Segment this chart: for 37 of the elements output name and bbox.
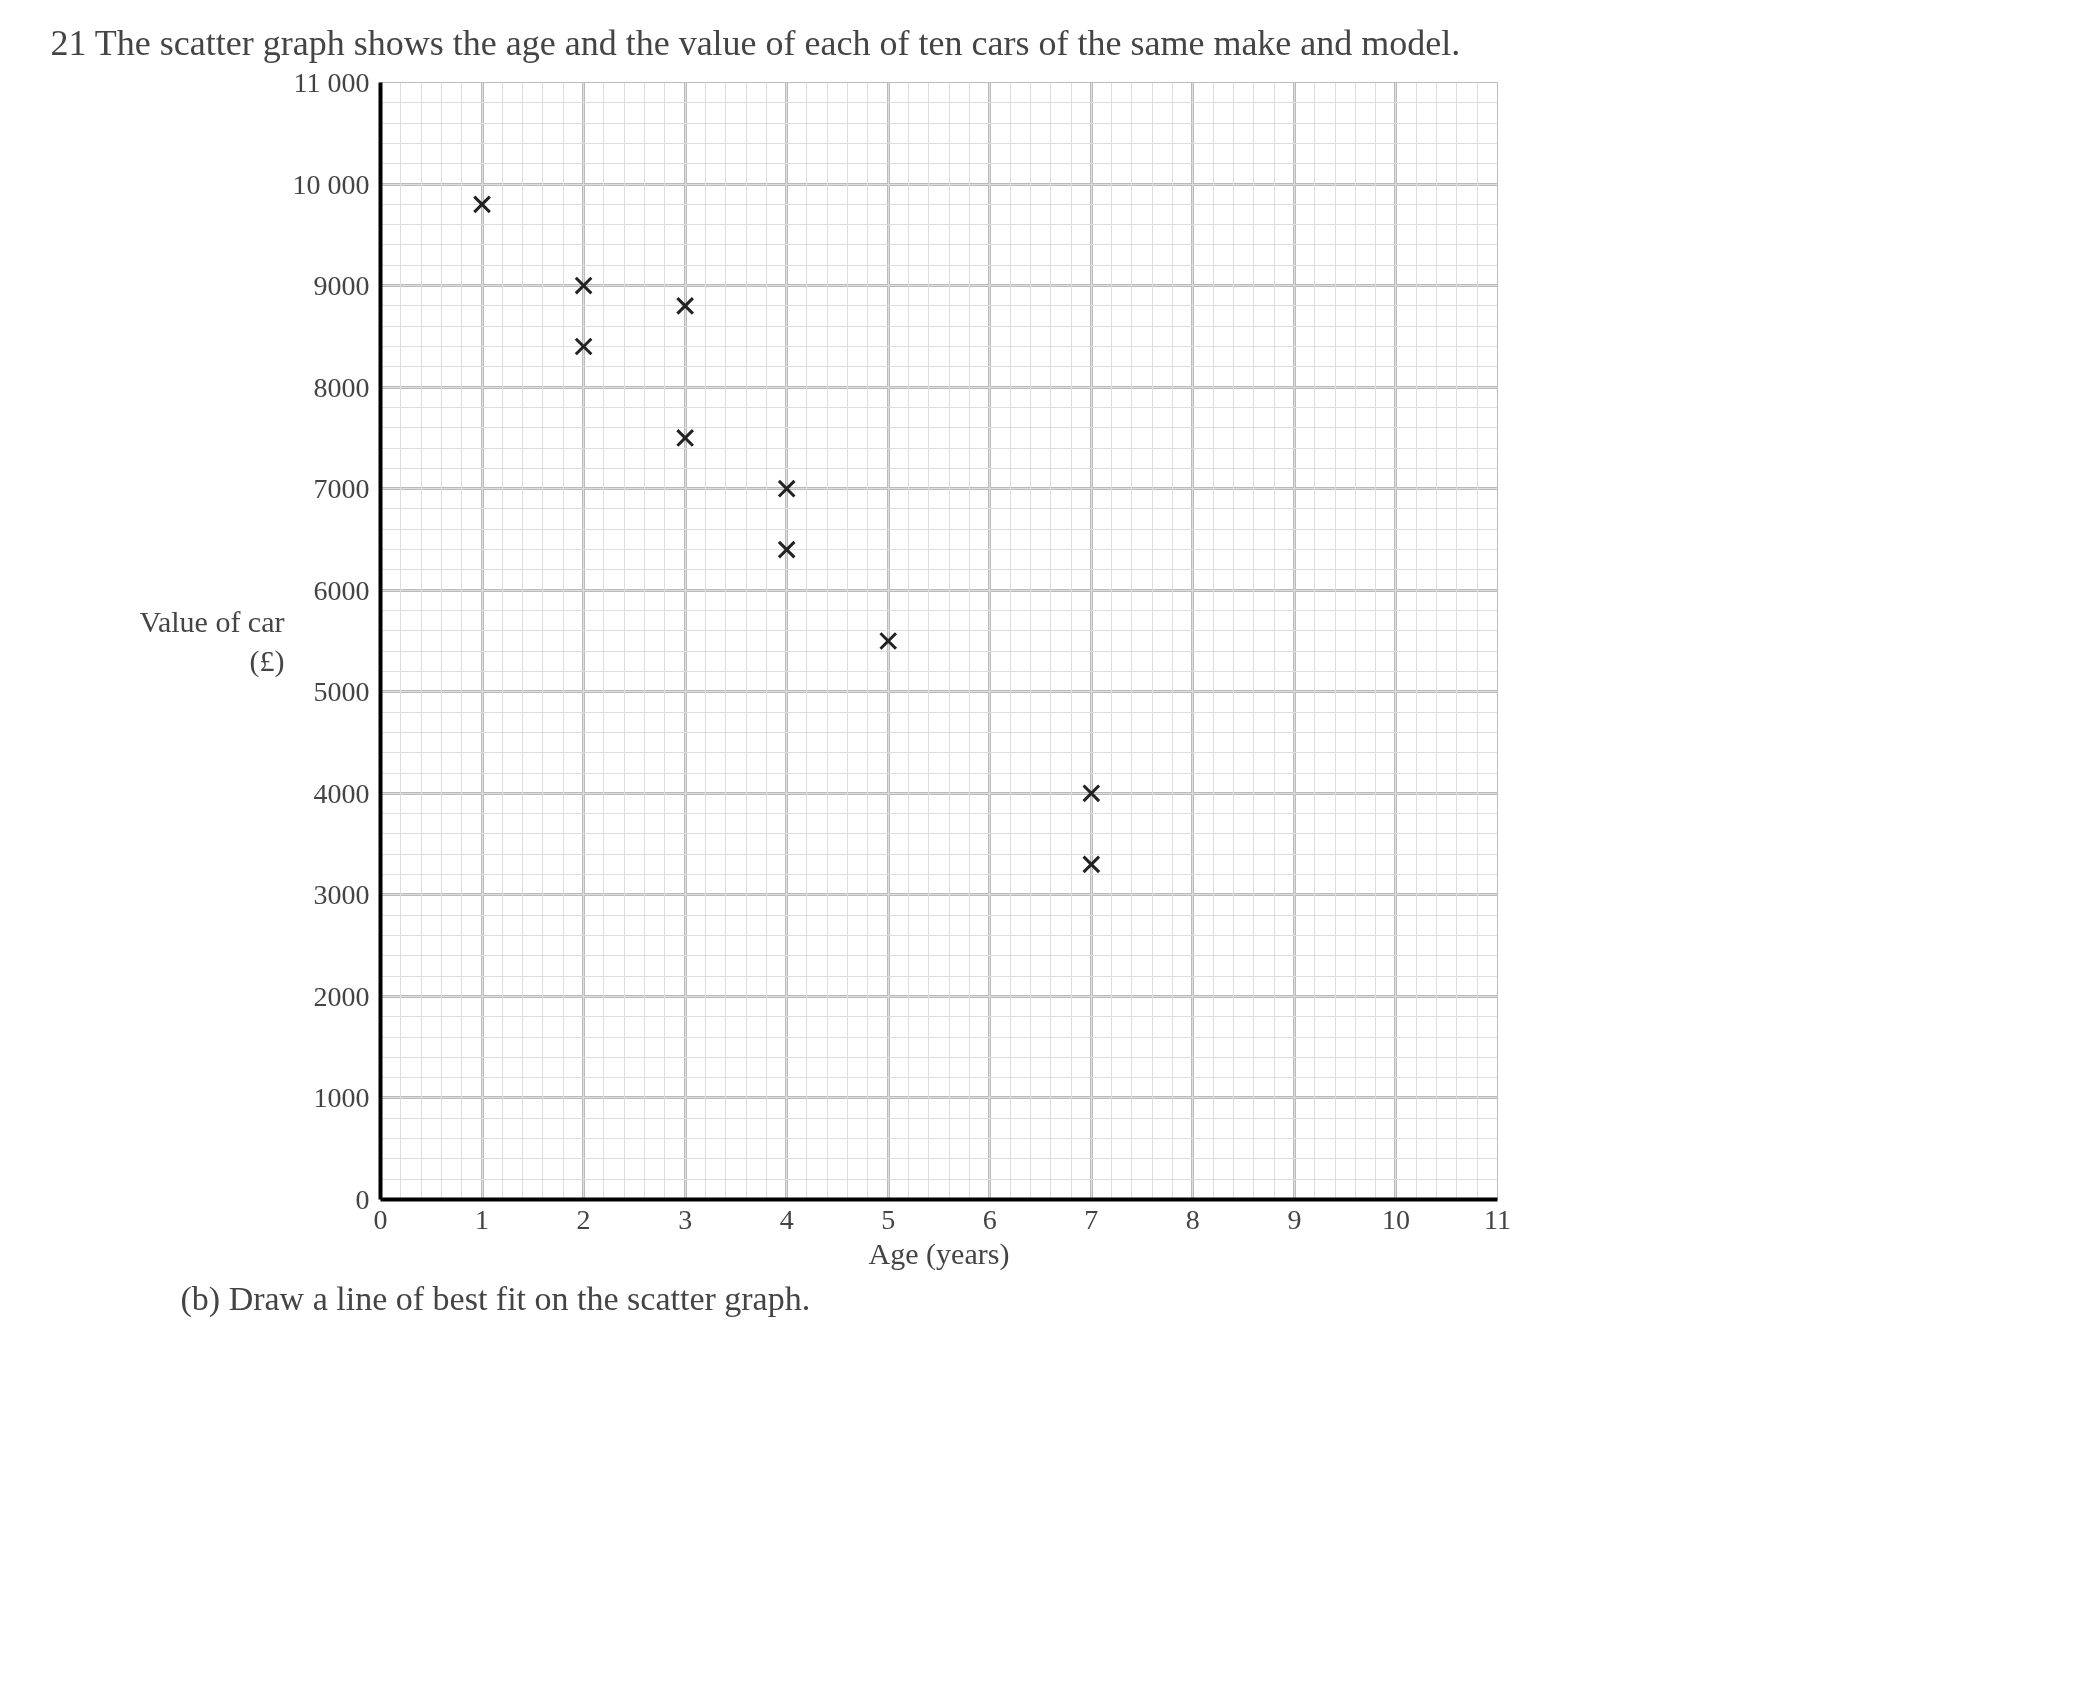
y-tick-label: 1000 [313, 1082, 370, 1114]
x-tick-label: 9 [1287, 1203, 1302, 1235]
y-tick-label: 0 [355, 1184, 370, 1215]
point [878, 631, 898, 651]
y-tick-label: 7000 [313, 473, 370, 505]
y-tick-label: 11 000 [293, 67, 370, 98]
point [675, 428, 695, 448]
point [1082, 784, 1101, 803]
text: (b) Draw a line of best fit on the scatter graph. [180, 1279, 811, 1318]
y-axis-title: Value of car (£) [139, 604, 285, 679]
x-tick-label: 4 [779, 1203, 794, 1235]
y-tick-label: 6000 [313, 574, 370, 606]
point [472, 195, 492, 214]
point [777, 540, 796, 559]
point [574, 337, 593, 356]
x-tick-label: 10 [1381, 1203, 1410, 1235]
y-tick-label: 8000 [313, 371, 370, 403]
x-tick-label: 6 [982, 1203, 997, 1235]
point [777, 479, 796, 498]
y-tick-label: 9000 [313, 270, 370, 302]
point [1082, 855, 1101, 874]
x-tick-label: 8 [1185, 1203, 1200, 1235]
x-tick-label: 3 [678, 1203, 693, 1235]
x-tick-label: 7 [1084, 1203, 1099, 1235]
point [574, 276, 593, 295]
y-tick-label: 10 000 [292, 168, 370, 200]
x-tick-label: 2 [576, 1203, 591, 1235]
x-tick-label: 11 [1484, 1203, 1511, 1235]
y-tick-label: 3000 [313, 879, 370, 911]
y-tick-label: 2000 [313, 980, 370, 1012]
y-tick-label: 5000 [313, 676, 370, 708]
x-tick-label: 5 [881, 1203, 896, 1235]
x-tick-label: 1 [475, 1203, 490, 1235]
y-tick-label: 4000 [313, 777, 370, 809]
x-axis-title: Age (years) [868, 1236, 1010, 1271]
chart-title: 21 The scatter graph shows the age and the value of each of ten cars of the same make and model. [50, 22, 1461, 63]
point [675, 296, 695, 316]
